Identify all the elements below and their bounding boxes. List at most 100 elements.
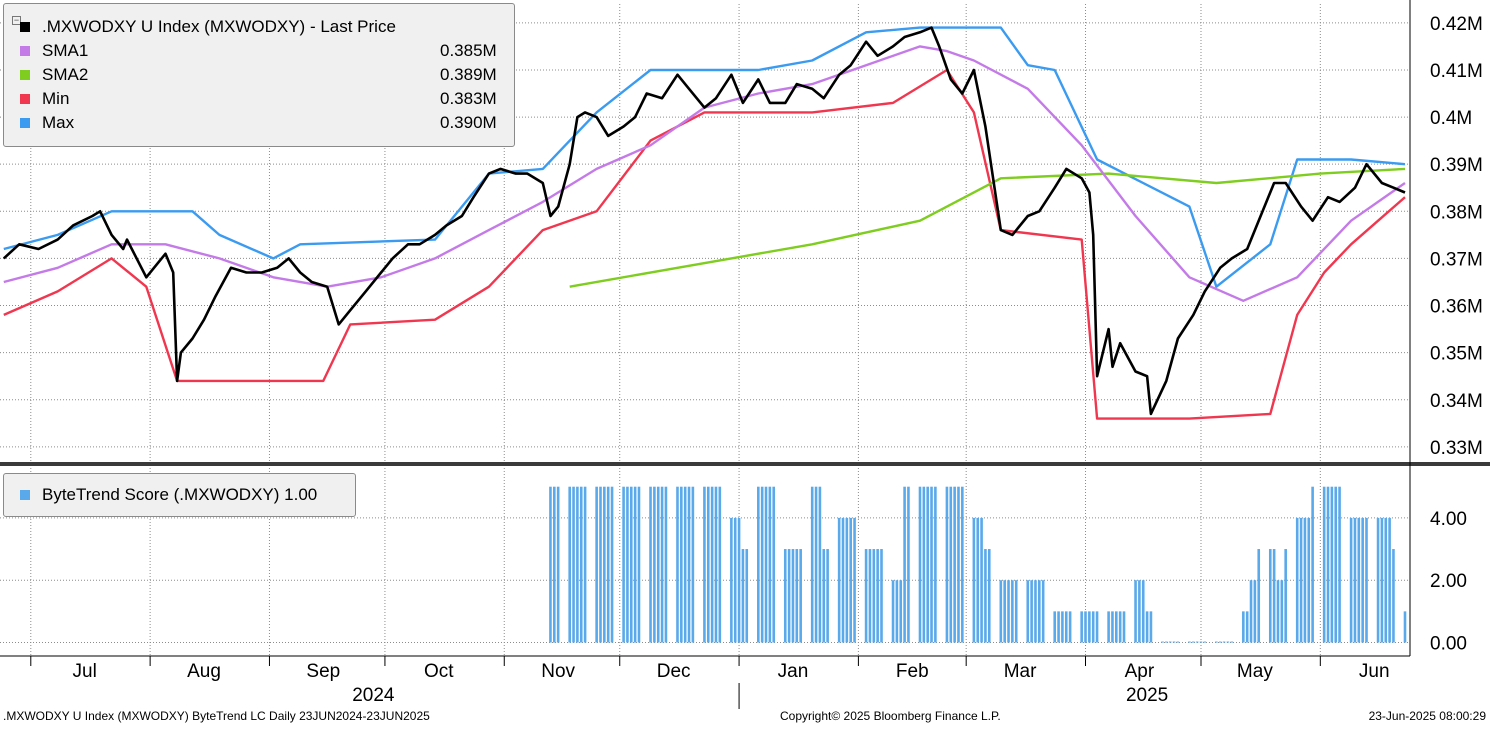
tick-labels: 0.33M 0.34M 0.35M 0.36M 0.37M 0.38M 0.39M 0.4M 0… xyxy=(73,14,1483,706)
score-bar xyxy=(772,486,776,643)
score-bar xyxy=(818,486,822,643)
score-bar xyxy=(1245,611,1249,643)
x-month-label: May xyxy=(1237,661,1273,682)
score-bar xyxy=(1226,641,1230,643)
score-bar xyxy=(629,486,633,643)
score-bar xyxy=(1188,641,1191,643)
legend-label-max: Max xyxy=(42,113,75,132)
score-bar xyxy=(1003,580,1006,643)
score-bar xyxy=(706,486,710,643)
score-bar xyxy=(957,486,960,643)
legend-collapse-icon[interactable]: − xyxy=(12,15,21,25)
panel-separator xyxy=(0,462,1490,466)
score-bar xyxy=(764,486,768,643)
score-bar xyxy=(1161,641,1164,643)
score-bar xyxy=(556,486,560,643)
score-bar xyxy=(841,517,845,643)
price-tick-label: 0.33M xyxy=(1430,438,1483,459)
score-bar xyxy=(549,486,552,643)
score-bar xyxy=(757,486,760,643)
legend-swatch-last-price xyxy=(20,22,30,32)
score-bar xyxy=(1088,611,1091,643)
score-bar xyxy=(1218,641,1222,643)
score-bar xyxy=(1322,486,1326,643)
score-bar xyxy=(1107,611,1110,643)
score-bar xyxy=(718,486,722,643)
score-bar xyxy=(1053,611,1057,643)
score-bar xyxy=(730,517,733,643)
score-bar xyxy=(626,486,629,643)
score-bar xyxy=(980,517,983,643)
score-bar xyxy=(1403,611,1407,643)
score-bar xyxy=(649,486,652,643)
score-bar xyxy=(1242,611,1245,643)
score-bar xyxy=(691,486,695,643)
score-bar xyxy=(1203,641,1207,643)
score-bar xyxy=(714,486,718,643)
footer-left: .MXWODXY U Index (MXWODXY) ByteTrend LC … xyxy=(3,709,430,723)
score-bar xyxy=(795,549,799,643)
score-bar xyxy=(1057,611,1060,643)
score-tick-label: 2.00 xyxy=(1430,571,1467,592)
score-bar xyxy=(583,486,587,643)
score-bar xyxy=(703,486,706,643)
score-bar xyxy=(568,486,571,643)
x-month-label: Oct xyxy=(424,661,454,682)
score-bar xyxy=(1041,580,1045,643)
x-month-label: Jul xyxy=(73,661,97,682)
score-bar xyxy=(1176,641,1180,643)
score-bar xyxy=(603,486,606,643)
score-bar xyxy=(1330,486,1334,643)
score-bar xyxy=(1365,517,1368,643)
score-bar xyxy=(1111,611,1114,643)
score-bar xyxy=(926,486,929,643)
score-bar xyxy=(1392,549,1395,643)
score-bar xyxy=(1014,580,1018,643)
x-month-label: Jun xyxy=(1359,661,1390,682)
score-bar xyxy=(934,486,937,643)
score-bar xyxy=(1064,611,1068,643)
score-bar xyxy=(622,486,625,643)
series-line-max xyxy=(3,26,1406,288)
score-bar xyxy=(576,486,579,643)
score-bar xyxy=(1199,641,1203,643)
score-bar xyxy=(853,517,856,643)
price-panel-grid xyxy=(0,4,1410,461)
series-line-min xyxy=(3,68,1406,420)
score-bar xyxy=(741,549,745,643)
score-bar xyxy=(737,517,741,643)
score-bar xyxy=(733,517,737,643)
price-tick-label: 0.37M xyxy=(1430,249,1483,270)
score-bar xyxy=(984,549,987,643)
score-tick-label: 0.00 xyxy=(1430,634,1467,655)
score-bar xyxy=(610,486,614,643)
score-bar xyxy=(1349,517,1353,643)
score-bar xyxy=(945,486,949,643)
price-tick-label: 0.4M xyxy=(1430,108,1472,129)
score-bar xyxy=(1222,641,1226,643)
score-bar xyxy=(1276,580,1280,643)
score-bar xyxy=(791,549,795,643)
score-bar xyxy=(1361,517,1364,643)
score-bar xyxy=(922,486,926,643)
score-bar xyxy=(872,549,876,643)
legend-label-sma1: SMA1 xyxy=(42,41,89,60)
score-bar xyxy=(1268,549,1272,643)
score-bar xyxy=(553,486,556,643)
score-bar xyxy=(1122,611,1126,643)
series-line-sma2 xyxy=(569,167,1406,288)
legend-label-last-price: .MXWODXY U Index (MXWODXY) - Last Price xyxy=(42,17,396,36)
score-bar xyxy=(976,517,980,643)
score-bar xyxy=(1284,549,1287,643)
price-tick-label: 0.41M xyxy=(1430,61,1483,82)
price-tick-label: 0.38M xyxy=(1430,202,1483,223)
score-bar xyxy=(745,549,749,643)
score-bar xyxy=(1095,611,1099,643)
x-year-label: 2025 xyxy=(1126,685,1168,706)
score-bar xyxy=(895,580,899,643)
score-bar xyxy=(1011,580,1014,643)
score-bar xyxy=(1191,641,1195,643)
score-bar xyxy=(1334,486,1338,643)
legend-value-min: 0.383M xyxy=(440,89,497,108)
score-bar xyxy=(1115,611,1118,643)
